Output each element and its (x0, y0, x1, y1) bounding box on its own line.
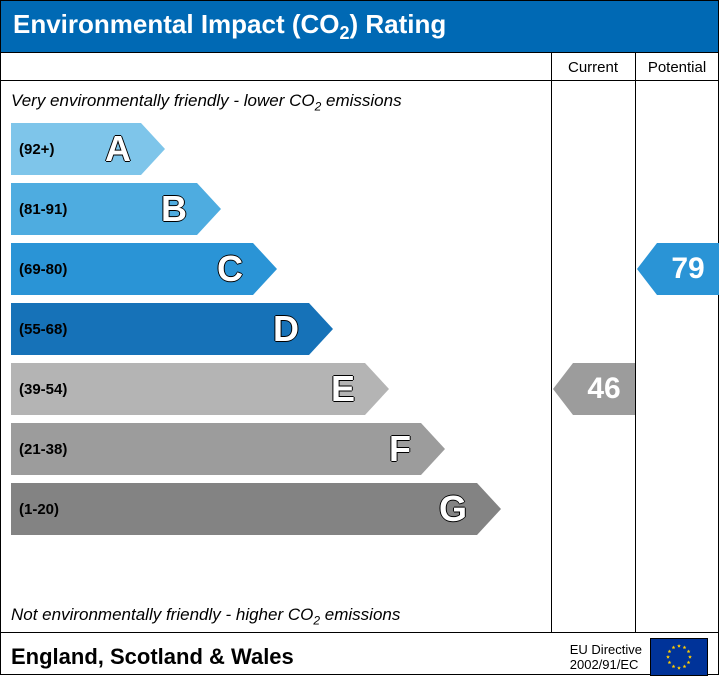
caption-bottom-suffix: emissions (320, 605, 400, 624)
band-arrow-icon (253, 243, 277, 295)
rating-band-d: (55-68) D (11, 303, 333, 355)
column-divider (551, 53, 552, 632)
title-sub: 2 (340, 23, 350, 43)
eu-flag-icon (650, 638, 708, 676)
band-arrow-icon (421, 423, 445, 475)
band-letter: C (217, 248, 243, 290)
rating-band-e: (39-54) E (11, 363, 389, 415)
rating-band-a: (92+) A (11, 123, 165, 175)
band-letter: F (389, 428, 411, 470)
title-suffix: ) Rating (350, 9, 447, 39)
band-arrow-icon (197, 183, 221, 235)
footer-directive: EU Directive 2002/91/EC (570, 638, 708, 676)
rating-pointer-potential: 79 (637, 243, 719, 295)
rating-pointer-current: 46 (553, 363, 635, 415)
rating-band-c: (69-80) C (11, 243, 277, 295)
chart-area: Current Potential Very environmentally f… (1, 52, 718, 632)
band-range: (21-38) (19, 441, 67, 458)
band-body: (39-54) E (11, 363, 365, 415)
header-row: Current Potential (1, 53, 718, 81)
directive-line1: EU Directive (570, 642, 642, 657)
caption-bottom: Not environmentally friendly - higher CO… (11, 605, 400, 627)
band-range: (55-68) (19, 321, 67, 338)
band-letter: E (331, 368, 355, 410)
title-prefix: Environmental Impact (CO (13, 9, 340, 39)
band-body: (1-20) G (11, 483, 477, 535)
rating-card: Environmental Impact (CO2) Rating Curren… (0, 0, 719, 675)
column-header-current: Current (551, 53, 635, 81)
caption-top: Very environmentally friendly - lower CO… (11, 91, 402, 113)
band-body: (55-68) D (11, 303, 309, 355)
band-range: (92+) (19, 141, 54, 158)
band-range: (69-80) (19, 261, 67, 278)
column-header-potential: Potential (635, 53, 719, 81)
band-arrow-icon (141, 123, 165, 175)
pointer-value: 79 (657, 243, 719, 295)
column-divider (635, 53, 636, 632)
directive-text: EU Directive 2002/91/EC (570, 642, 642, 672)
band-arrow-icon (477, 483, 501, 535)
rating-band-f: (21-38) F (11, 423, 445, 475)
pointer-arrow-icon (637, 243, 657, 295)
band-letter: D (273, 308, 299, 350)
band-letter: A (105, 128, 131, 170)
title-bar: Environmental Impact (CO2) Rating (1, 1, 718, 52)
band-range: (39-54) (19, 381, 67, 398)
rating-band-g: (1-20) G (11, 483, 501, 535)
pointer-arrow-icon (553, 363, 573, 415)
band-body: (81-91) B (11, 183, 197, 235)
caption-bottom-prefix: Not environmentally friendly - higher CO (11, 605, 313, 624)
footer: England, Scotland & Wales EU Directive 2… (1, 632, 718, 681)
pointer-value: 46 (573, 363, 635, 415)
band-arrow-icon (309, 303, 333, 355)
caption-top-prefix: Very environmentally friendly - lower CO (11, 91, 315, 110)
band-range: (81-91) (19, 201, 67, 218)
footer-region: England, Scotland & Wales (11, 644, 294, 670)
band-letter: B (161, 188, 187, 230)
band-letter: G (439, 488, 467, 530)
caption-top-suffix: emissions (321, 91, 401, 110)
band-range: (1-20) (19, 501, 59, 518)
rating-band-b: (81-91) B (11, 183, 221, 235)
band-body: (69-80) C (11, 243, 253, 295)
band-body: (92+) A (11, 123, 141, 175)
directive-line2: 2002/91/EC (570, 657, 642, 672)
band-body: (21-38) F (11, 423, 421, 475)
band-arrow-icon (365, 363, 389, 415)
